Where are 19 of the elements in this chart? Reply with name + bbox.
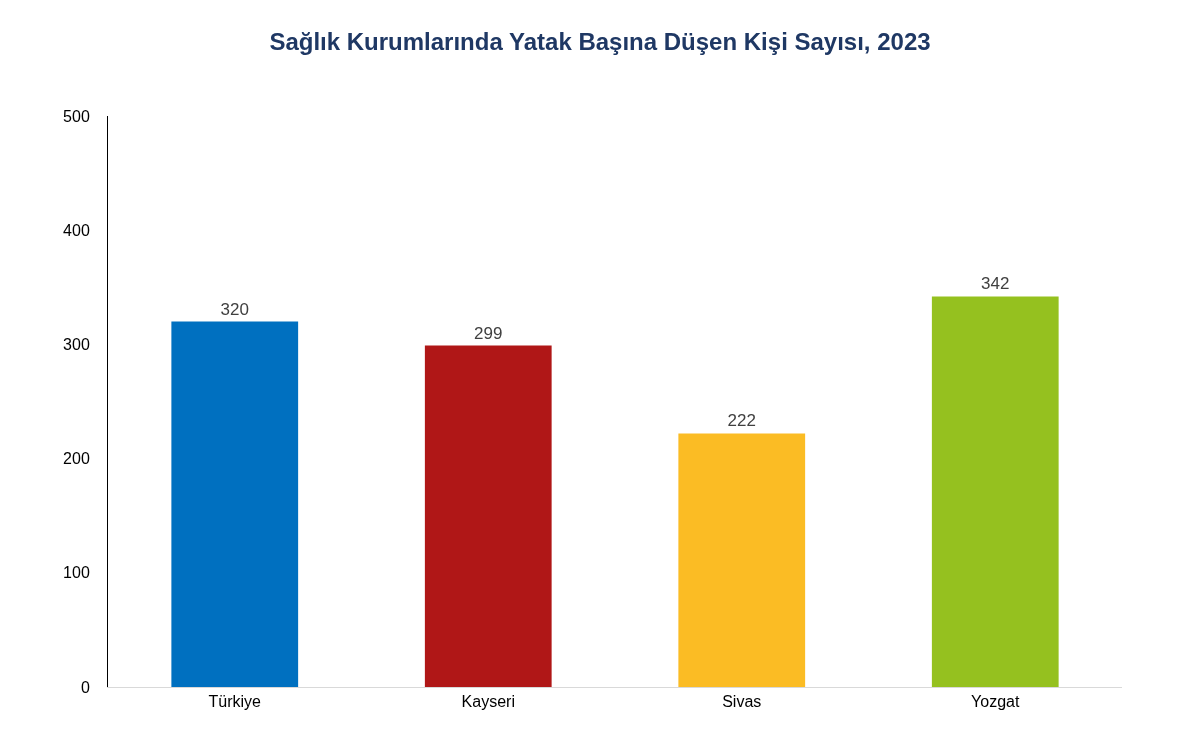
data-label: 222	[727, 411, 756, 431]
x-tick-label: Sivas	[722, 693, 762, 711]
data-label: 299	[474, 323, 503, 343]
y-tick-label: 300	[63, 336, 90, 353]
y-tick-label: 200	[63, 450, 90, 468]
chart-title: Sağlık Kurumlarında Yatak Başına Düşen Kişi Sayısı, 2023	[269, 28, 931, 56]
bar	[931, 296, 1059, 687]
bar	[424, 345, 552, 687]
x-tick-label: Türkiye	[208, 693, 262, 711]
y-tick-label: 400	[63, 221, 90, 239]
data-label: 320	[220, 299, 249, 319]
bar	[678, 433, 806, 687]
y-tick-label: 0	[80, 678, 90, 696]
data-label: 342	[981, 274, 1010, 294]
y-tick-label: 500	[63, 107, 90, 125]
bar	[171, 321, 299, 687]
y-tick-label: 100	[63, 564, 90, 582]
x-tick-label: Kayseri	[461, 693, 515, 711]
x-tick-label: Yozgat	[971, 693, 1020, 711]
